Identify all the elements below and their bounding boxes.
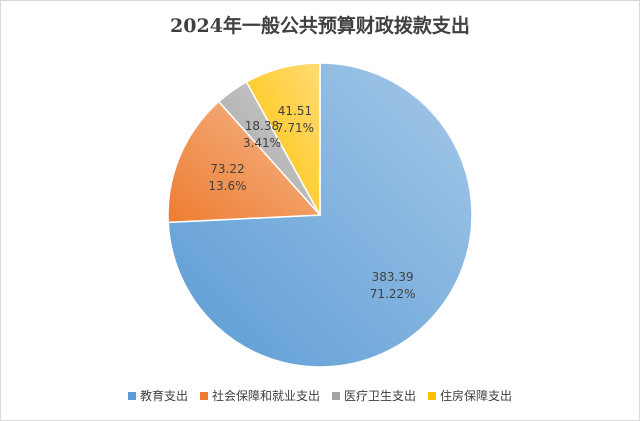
data-label-value-social-security: 73.22 [210,162,244,176]
data-label-percent-social-security: 13.6% [208,179,246,193]
data-label-percent-education: 71.22% [370,287,416,301]
legend-swatch [428,391,437,400]
legend-label: 住房保障支出 [440,389,513,403]
legend-item-social-security: 社会保障和就业支出 [199,387,320,404]
legend: 教育支出 社会保障和就业支出 医疗卫生支出 住房保障支出 [1,387,639,404]
legend-item-education: 教育支出 [127,387,188,404]
data-label-value-health: 18.38 [245,119,279,133]
legend-swatch [127,391,136,400]
data-label-percent-health: 3.41% [243,136,281,150]
pie-slice-social-security [167,100,322,224]
data-label-value-education: 383.39 [372,270,414,284]
legend-swatch [199,391,208,400]
legend-label: 社会保障和就业支出 [211,389,320,403]
legend-label: 教育支出 [139,389,188,403]
data-label-percent-housing: 7.71% [276,121,314,135]
pie-slice-housing [245,62,321,216]
legend-swatch [332,391,340,400]
legend-label: 医疗卫生支出 [344,389,417,403]
legend-item-housing: 住房保障支出 [428,387,512,404]
legend-item-health: 医疗卫生支出 [332,387,416,404]
data-label-value-housing: 41.51 [278,104,312,118]
chart-title: 2024年一般公共预算财政拨款支出 [170,15,470,37]
